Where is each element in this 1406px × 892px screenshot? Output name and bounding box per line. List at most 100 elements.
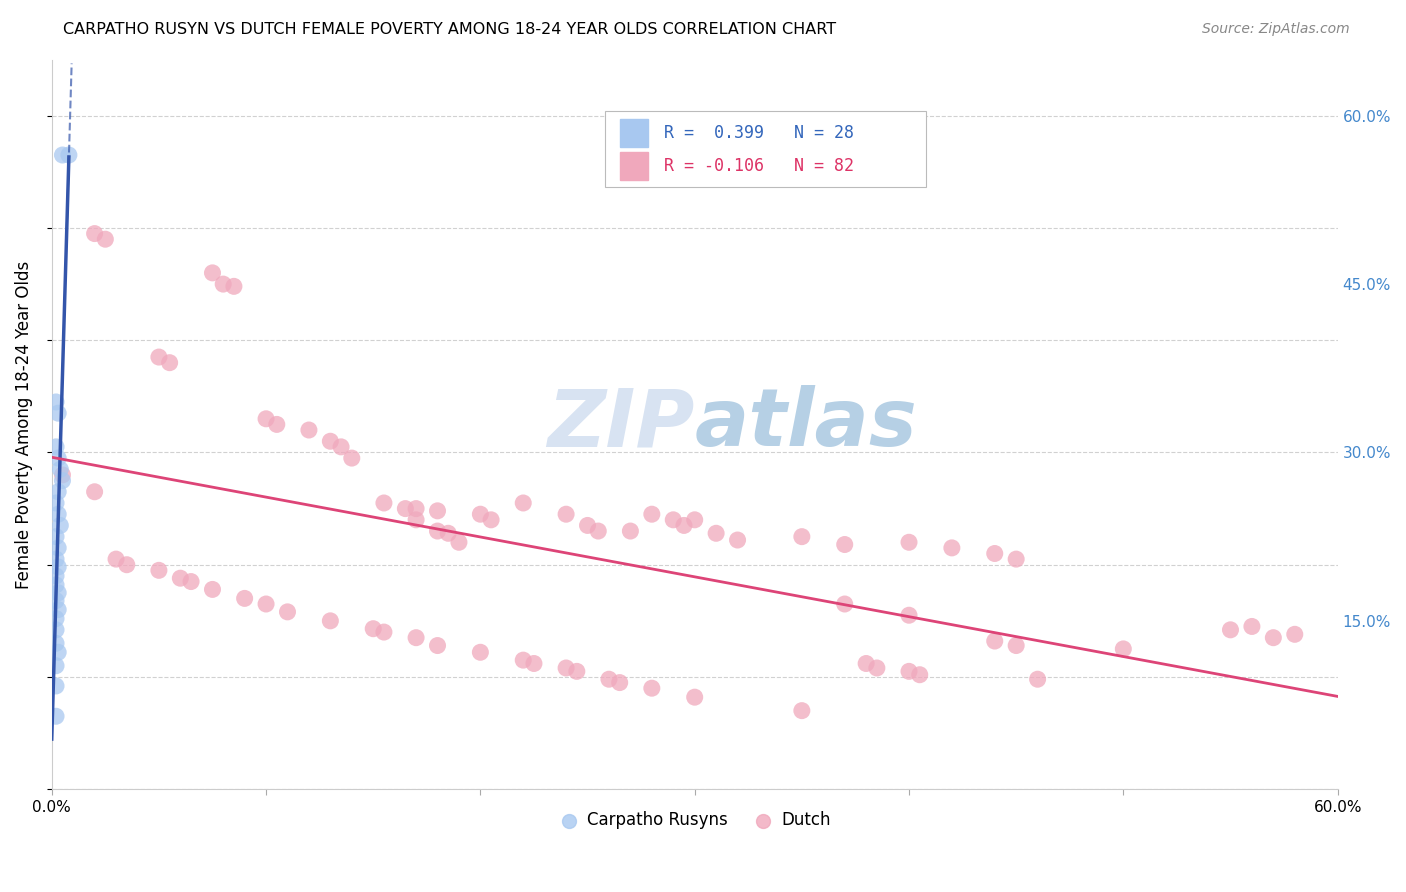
Point xyxy=(49,462,72,476)
Point xyxy=(105,552,128,566)
Point xyxy=(51,474,73,488)
Point xyxy=(426,504,449,518)
Point xyxy=(233,591,256,606)
Point xyxy=(512,496,534,510)
Point xyxy=(46,451,69,466)
Point xyxy=(319,434,342,449)
Point xyxy=(941,541,963,555)
Point xyxy=(83,484,105,499)
Point xyxy=(727,533,749,547)
Point xyxy=(46,645,69,659)
Point xyxy=(641,681,664,696)
Point xyxy=(51,148,73,162)
Point xyxy=(254,597,277,611)
Point xyxy=(576,518,599,533)
Point xyxy=(704,526,727,541)
Point xyxy=(45,530,67,544)
Point xyxy=(254,412,277,426)
Point xyxy=(45,709,67,723)
Point xyxy=(49,518,72,533)
Point xyxy=(45,569,67,583)
Point xyxy=(437,526,460,541)
Point xyxy=(46,586,69,600)
Point xyxy=(148,563,170,577)
Point xyxy=(94,232,117,246)
Point xyxy=(470,507,492,521)
Point xyxy=(405,631,427,645)
Legend: Carpatho Rusyns, Dutch: Carpatho Rusyns, Dutch xyxy=(553,805,838,836)
Point xyxy=(83,227,105,241)
Point xyxy=(470,645,492,659)
Point xyxy=(1026,672,1049,686)
Point xyxy=(330,440,353,454)
Point xyxy=(834,597,856,611)
Point xyxy=(298,423,321,437)
Point xyxy=(1263,631,1285,645)
Point xyxy=(983,547,1005,561)
Point xyxy=(523,657,546,671)
Point xyxy=(1005,639,1028,653)
Point xyxy=(373,625,395,640)
Point xyxy=(45,496,67,510)
Point xyxy=(1112,641,1135,656)
Text: atlas: atlas xyxy=(695,385,918,464)
Point xyxy=(201,582,224,597)
Point xyxy=(426,639,449,653)
Point xyxy=(201,266,224,280)
Point xyxy=(565,665,588,679)
Point xyxy=(115,558,138,572)
Point xyxy=(266,417,288,432)
Point xyxy=(619,524,641,538)
Text: ZIP: ZIP xyxy=(547,385,695,464)
Point xyxy=(46,507,69,521)
Point xyxy=(222,279,245,293)
Point xyxy=(148,350,170,364)
Point xyxy=(898,665,921,679)
Point xyxy=(405,501,427,516)
Y-axis label: Female Poverty Among 18-24 Year Olds: Female Poverty Among 18-24 Year Olds xyxy=(15,260,32,589)
Point xyxy=(45,440,67,454)
Point xyxy=(46,560,69,574)
Point xyxy=(45,679,67,693)
Point xyxy=(662,513,685,527)
Point xyxy=(45,578,67,592)
Point xyxy=(45,395,67,409)
Text: Source: ZipAtlas.com: Source: ZipAtlas.com xyxy=(1202,22,1350,37)
Point xyxy=(45,593,67,607)
Point xyxy=(340,451,363,466)
Point xyxy=(45,623,67,637)
Point xyxy=(159,356,181,370)
Point xyxy=(834,537,856,551)
Point xyxy=(319,614,342,628)
Point xyxy=(1284,627,1306,641)
Text: CARPATHO RUSYN VS DUTCH FEMALE POVERTY AMONG 18-24 YEAR OLDS CORRELATION CHART: CARPATHO RUSYN VS DUTCH FEMALE POVERTY A… xyxy=(63,22,837,37)
Text: R =  0.399   N = 28: R = 0.399 N = 28 xyxy=(664,124,853,143)
Point xyxy=(983,634,1005,648)
Point xyxy=(790,530,813,544)
Point xyxy=(373,496,395,510)
Point xyxy=(46,602,69,616)
Point xyxy=(672,518,695,533)
Point xyxy=(855,657,877,671)
Point xyxy=(641,507,664,521)
Point xyxy=(405,513,427,527)
FancyBboxPatch shape xyxy=(605,111,927,187)
Point xyxy=(394,501,416,516)
Point xyxy=(169,571,191,585)
Point xyxy=(512,653,534,667)
Bar xyxy=(620,120,648,147)
Point xyxy=(45,552,67,566)
Point xyxy=(276,605,298,619)
Point xyxy=(45,611,67,625)
Point xyxy=(212,277,235,291)
Point xyxy=(46,484,69,499)
Point xyxy=(180,574,202,589)
Bar xyxy=(620,153,648,180)
Point xyxy=(898,608,921,623)
Point xyxy=(586,524,609,538)
Point xyxy=(361,622,384,636)
Point xyxy=(866,661,889,675)
Point xyxy=(51,467,73,482)
Point xyxy=(447,535,470,549)
Point xyxy=(58,148,80,162)
